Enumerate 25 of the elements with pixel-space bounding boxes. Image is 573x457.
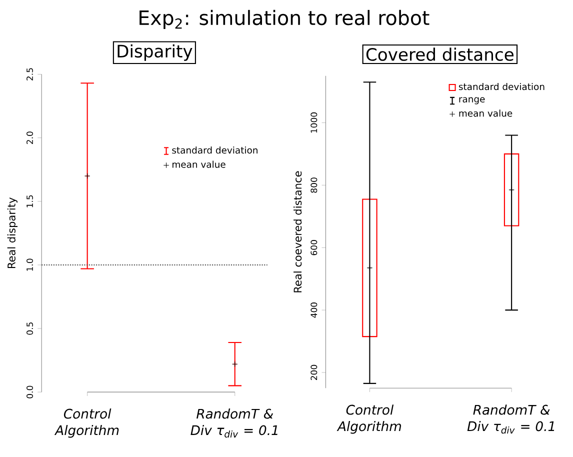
y-tick-label: 0.5 xyxy=(26,322,33,335)
legend-label: standard deviation xyxy=(458,82,544,90)
x-tick-label: RandomT & Div τ$_{div}$ = 0.1 xyxy=(190,408,278,438)
x-tick-label: RandomT & Div τ$_{div}$ = 0.1 xyxy=(467,404,554,434)
x-tick-label: Control Algorithm xyxy=(54,408,119,438)
y-tick-label: 1.0 xyxy=(26,258,33,271)
y-tick-label: 2.5 xyxy=(26,68,33,80)
y-tick-label: 200 xyxy=(310,364,318,380)
text: Exp$_{2}$: simulation to real robot xyxy=(140,10,430,29)
y-axis-title: Real coevered distance xyxy=(294,171,302,292)
y-axis-title: Real disparity xyxy=(7,197,18,268)
y-tick-label: 400 xyxy=(310,302,318,318)
y-tick-label: 1000 xyxy=(310,112,318,132)
chart-title: Disparity xyxy=(118,44,192,61)
y-tick-label: 600 xyxy=(310,240,318,255)
y-tick-label: 1.5 xyxy=(26,195,33,208)
y-tick-label: 800 xyxy=(310,177,318,193)
legend-label: standard deviation xyxy=(172,146,258,154)
y-tick-label: 2.0 xyxy=(26,131,33,144)
x-tick-label: Control Algorithm xyxy=(336,404,402,434)
legend-label: mean value xyxy=(459,109,512,117)
chart-title: Covered distance xyxy=(366,47,514,61)
legend-label: mean value xyxy=(172,160,226,168)
legend-label: range xyxy=(459,97,485,104)
y-tick-label: 0.0 xyxy=(26,386,33,398)
